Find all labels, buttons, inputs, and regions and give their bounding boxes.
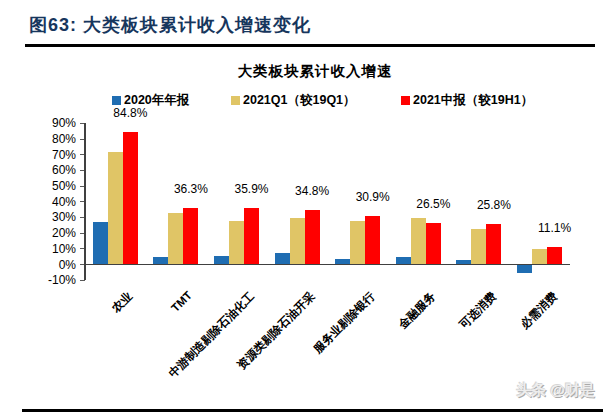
figure-container: 图63: 大类板块累计收入增速变化 大类板块累计收入增速 头条 @财是 84.8… xyxy=(0,0,603,417)
legend-label: 2021Q1（较19Q1） xyxy=(243,92,356,109)
bar xyxy=(547,247,562,264)
bar xyxy=(93,222,108,264)
watermark: 头条 @财是 xyxy=(470,381,595,400)
bar xyxy=(350,221,365,264)
bar xyxy=(365,216,380,264)
x-category-label: 可选消费 xyxy=(456,289,499,332)
bar xyxy=(108,152,123,265)
data-label: 36.3% xyxy=(161,182,221,196)
data-label: 84.8% xyxy=(100,106,160,120)
data-label: 25.8% xyxy=(464,198,524,212)
bottom-divider xyxy=(22,409,603,412)
data-label: 26.5% xyxy=(403,197,463,211)
bar xyxy=(244,208,259,264)
y-tick-label: -10% xyxy=(34,273,76,287)
y-tick-label: 0% xyxy=(34,258,76,272)
bar xyxy=(290,218,305,264)
x-axis-line xyxy=(84,264,570,265)
legend-swatch xyxy=(112,96,121,105)
bar xyxy=(305,210,320,265)
bar xyxy=(123,132,138,265)
data-label: 34.8% xyxy=(282,184,342,198)
bar xyxy=(532,249,547,265)
x-category-label: 金融服务 xyxy=(396,289,439,332)
bar xyxy=(229,221,244,265)
y-tick-label: 80% xyxy=(34,132,76,146)
y-tick-label: 70% xyxy=(34,148,76,162)
bar xyxy=(168,213,183,265)
bar xyxy=(183,208,198,265)
y-axis-line xyxy=(84,123,85,280)
legend-item: 2021Q1（较19Q1） xyxy=(231,92,356,109)
legend-swatch xyxy=(231,96,240,105)
data-label: 11.1% xyxy=(525,221,585,235)
legend-label: 2021中报（较19H1） xyxy=(413,92,533,109)
bar xyxy=(275,253,290,265)
bar xyxy=(426,223,441,265)
y-tick-label: 50% xyxy=(34,179,76,193)
y-tick-label: 90% xyxy=(34,116,76,130)
legend-item: 2021中报（较19H1） xyxy=(401,92,533,109)
y-tick-label: 10% xyxy=(34,242,76,256)
y-tick-label: 40% xyxy=(34,195,76,209)
bar xyxy=(471,229,486,264)
bar xyxy=(486,224,501,264)
x-category-label: TMT xyxy=(169,289,194,314)
y-tick-label: 20% xyxy=(34,226,76,240)
bar xyxy=(517,265,532,274)
data-label: 30.9% xyxy=(343,190,403,204)
bar xyxy=(411,218,426,264)
data-label: 35.9% xyxy=(222,182,282,196)
x-category-label: 必需消费 xyxy=(517,289,560,332)
y-tick-label: 60% xyxy=(34,163,76,177)
figure-title: 图63: 大类板块累计收入增速变化 xyxy=(29,13,311,37)
legend-swatch xyxy=(401,96,410,105)
x-category-label: 农业 xyxy=(109,289,136,316)
y-tick-label: 30% xyxy=(34,210,76,224)
chart-title: 大类板块累计收入增速 xyxy=(60,62,570,81)
title-divider xyxy=(25,44,595,47)
x-category-label: 服务业剔除银行 xyxy=(311,289,379,357)
